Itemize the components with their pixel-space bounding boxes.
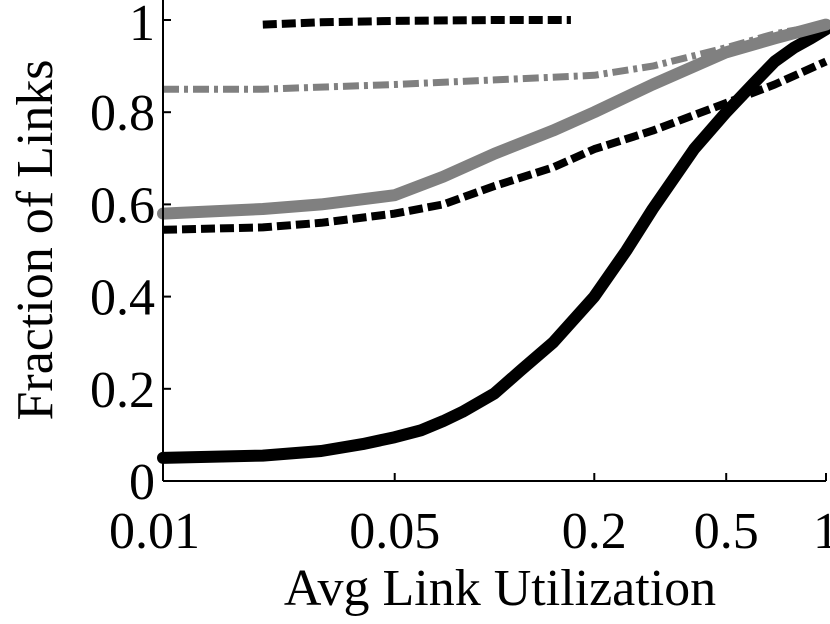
y-tick-label: 0.2: [90, 362, 155, 419]
series-line-2: [157, 18, 830, 220]
series-line-5: [262, 16, 571, 29]
y-tick-label: 0: [129, 454, 155, 511]
x-tick-label: 0.01: [109, 503, 200, 560]
y-axis-label: Fraction of Links: [7, 59, 64, 420]
x-tick-label: 0.05: [349, 503, 440, 560]
y-tick-label: 0.8: [90, 85, 155, 142]
y-tick-label: 0.6: [90, 177, 155, 234]
tick-layer: 0.01 0.05 0.2 0.5 1 0 0.2 0.4 0.6 0.8 1: [90, 0, 830, 560]
series-line-1: [157, 23, 830, 464]
series-layer: [157, 16, 830, 464]
x-axis-label: Avg Link Utilization: [284, 560, 716, 617]
x-tick-label: 1: [813, 503, 830, 560]
x-tick-label: 0.5: [694, 503, 759, 560]
y-tick-label: 1: [129, 0, 155, 52]
series-line-4: [163, 21, 827, 93]
y-tick-label: 0.4: [90, 270, 155, 327]
x-tick-label: 0.2: [562, 503, 627, 560]
series-line-3: [162, 57, 828, 234]
